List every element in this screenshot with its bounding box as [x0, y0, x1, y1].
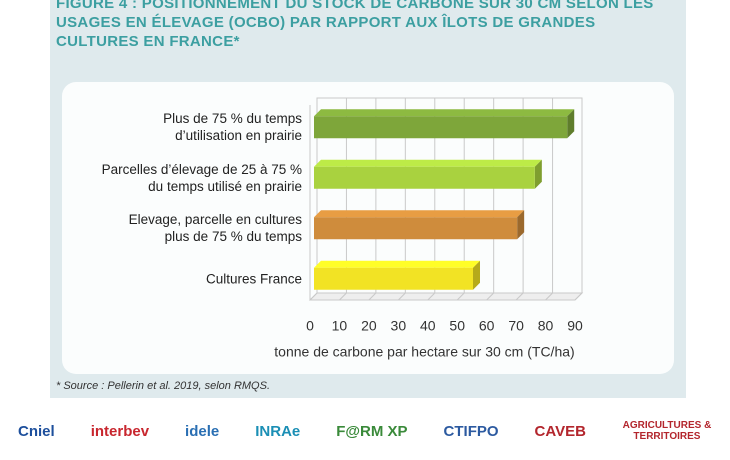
logo: CAVEB	[534, 422, 586, 440]
bar	[314, 267, 473, 290]
logo-row: Cniel interbev idele INRAe F@RM XP CTIFPO CAVE…	[0, 402, 730, 460]
x-tick-label: 10	[332, 318, 348, 334]
grid-line	[545, 98, 554, 301]
x-tick-label: 70	[508, 318, 524, 334]
x-axis-title: tonne de carbone par hectare sur 30 cm (…	[274, 344, 574, 360]
logo: interbev	[90, 422, 150, 440]
bar	[314, 217, 518, 240]
x-tick-label: 40	[420, 318, 436, 334]
bar-side	[567, 109, 575, 139]
x-tick-label: 60	[479, 318, 495, 334]
bar	[314, 116, 568, 139]
x-tick-label: 80	[538, 318, 554, 334]
logo: AGRICULTURES & TERRITOIRES	[622, 420, 712, 442]
floor	[308, 292, 584, 301]
bar-top	[314, 109, 575, 117]
x-tick-label: 30	[391, 318, 407, 334]
logo: CTIFPO	[443, 422, 499, 440]
bar-side	[534, 159, 542, 189]
source: * Source : Pellerin et al. 2019, selon R…	[56, 380, 270, 392]
logo: idele	[185, 422, 220, 440]
chart-title: FIGURE 4 : POSITIONNEMENT DU STOCK DE CA…	[56, 0, 654, 50]
bar-top	[314, 260, 480, 268]
x-tick-label: 20	[361, 318, 377, 334]
logo: INRAe	[255, 422, 301, 440]
bar-top	[314, 159, 542, 167]
bar-top	[314, 210, 525, 218]
grid-line	[574, 98, 583, 301]
category-label: Plus de 75 % du temps d’utilisation en p…	[163, 111, 302, 144]
logo: F@RM XP	[336, 422, 408, 440]
bar-side	[517, 210, 525, 240]
logo: Cniel	[18, 422, 55, 440]
category-label: Cultures France	[205, 271, 302, 287]
bar	[314, 166, 535, 189]
category-label: Parcelles d’élevage de 25 à 75 % du temp…	[101, 161, 302, 194]
grid-line	[309, 98, 318, 301]
category-label: Elevage, parcelle en cultures plus de 75…	[128, 212, 302, 245]
x-tick-label: 0	[306, 318, 314, 334]
bar-side	[473, 260, 480, 290]
x-tick-label: 90	[567, 318, 583, 334]
x-tick-label: 50	[449, 318, 465, 334]
